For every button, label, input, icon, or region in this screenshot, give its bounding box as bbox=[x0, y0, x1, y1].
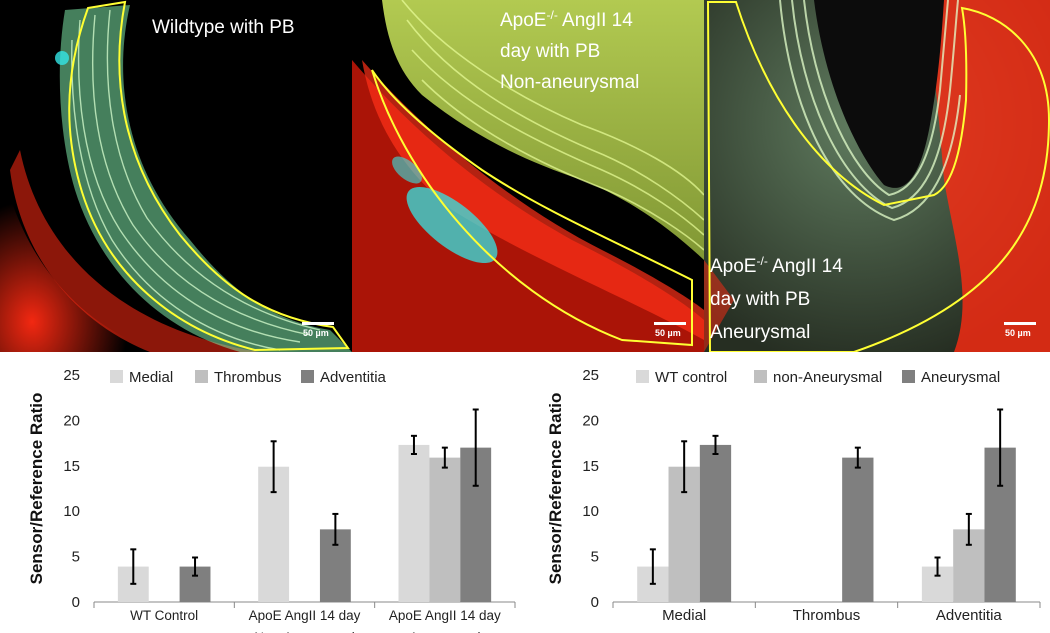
bar bbox=[842, 457, 874, 602]
x-category-label: WT Control bbox=[130, 608, 198, 623]
x-category-label: Thrombus bbox=[793, 607, 861, 624]
scale-bar-label: 50 µm bbox=[655, 328, 681, 338]
micrograph-label-line: ApoE-/- AngII 14 bbox=[500, 8, 633, 31]
bar bbox=[429, 457, 461, 602]
y-tick-label: 25 bbox=[582, 367, 599, 384]
y-tick-label: 0 bbox=[591, 594, 599, 611]
y-axis-label: Sensor/Reference Ratio bbox=[27, 393, 46, 585]
legend-label: Medial bbox=[129, 369, 173, 386]
scale-bar-label: 50 µm bbox=[303, 328, 329, 338]
legend-label: Thrombus bbox=[214, 369, 282, 386]
y-tick-label: 20 bbox=[63, 412, 80, 429]
micrograph-nonaneurysmal: ApoE-/- AngII 14 day with PB Non-aneurys… bbox=[352, 0, 704, 352]
scale-bar bbox=[302, 322, 334, 325]
y-tick-label: 20 bbox=[582, 412, 599, 429]
y-tick-label: 10 bbox=[582, 503, 599, 520]
micrograph-aneurysmal-image: ApoE-/- AngII 14 day with PB Aneurysmal … bbox=[704, 0, 1050, 352]
scale-bar bbox=[654, 322, 686, 325]
x-category-label: Adventitia bbox=[936, 607, 1003, 624]
chart-right-svg: Sensor/Reference Ratio 0 5 10 15 20 25 Medial Th… bbox=[546, 367, 1041, 624]
micrograph-label-line: Aneurysmal bbox=[710, 322, 810, 343]
y-tick-label: 25 bbox=[63, 367, 80, 384]
micrograph-label-line: ApoE-/- AngII 14 bbox=[710, 254, 843, 277]
micrograph-label-line: day with PB bbox=[710, 289, 810, 310]
scale-bar bbox=[1004, 322, 1036, 325]
micrograph-label-line: day with PB bbox=[500, 41, 600, 62]
y-tick-label: 10 bbox=[63, 503, 80, 520]
legend-label: non-Aneurysmal bbox=[773, 369, 882, 386]
legend-swatch bbox=[636, 370, 649, 383]
chart-left-svg: Sensor/Reference Ratio 0 5 10 15 20 25 WT Contr… bbox=[27, 367, 516, 633]
y-tick-label: 15 bbox=[63, 458, 80, 475]
micrograph-wildtype-image: Wildtype with PB 50 µm bbox=[0, 0, 352, 352]
micrograph-aneurysmal: ApoE-/- AngII 14 day with PB Aneurysmal … bbox=[704, 0, 1050, 352]
x-category-label: Medial bbox=[662, 607, 706, 624]
legend-swatch bbox=[110, 370, 123, 383]
y-tick-label: 15 bbox=[582, 458, 599, 475]
x-category-label: ApoE AngII 14 day bbox=[249, 608, 361, 623]
bar bbox=[699, 444, 732, 602]
legend-label: WT control bbox=[655, 369, 727, 386]
micrograph-label-line: Wildtype with PB bbox=[152, 17, 295, 38]
micrograph-wildtype: Wildtype with PB 50 µm bbox=[0, 0, 352, 352]
x-category-label: Non-Aneurysmal bbox=[254, 630, 355, 633]
y-tick-label: 5 bbox=[591, 549, 599, 566]
legend-label: Adventitia bbox=[320, 369, 387, 386]
micrograph-label-line: Non-aneurysmal bbox=[500, 72, 639, 93]
y-axis-label: Sensor/Reference Ratio bbox=[546, 393, 565, 585]
micrograph-nonaneurysmal-image: ApoE-/- AngII 14 day with PB Non-aneurys… bbox=[352, 0, 704, 352]
legend-swatch bbox=[195, 370, 208, 383]
scale-bar-label: 50 µm bbox=[1005, 328, 1031, 338]
legend-label: Aneurysmal bbox=[921, 369, 1000, 386]
bar-chart-right: Sensor/Reference Ratio 0 5 10 15 20 25 Medial Th… bbox=[525, 352, 1050, 633]
bar bbox=[398, 444, 430, 602]
y-tick-label: 0 bbox=[72, 594, 80, 611]
bar-chart-left: Sensor/Reference Ratio 0 5 10 15 20 25 WT Contr… bbox=[0, 352, 525, 633]
legend-swatch bbox=[301, 370, 314, 383]
legend-swatch bbox=[902, 370, 915, 383]
x-category-label: ApoE AngII 14 day bbox=[389, 608, 501, 623]
micrograph-strip: Wildtype with PB 50 µm bbox=[0, 0, 1050, 352]
x-category-label: Aneurysmal bbox=[409, 630, 480, 633]
y-tick-label: 5 bbox=[72, 549, 80, 566]
legend-swatch bbox=[754, 370, 767, 383]
